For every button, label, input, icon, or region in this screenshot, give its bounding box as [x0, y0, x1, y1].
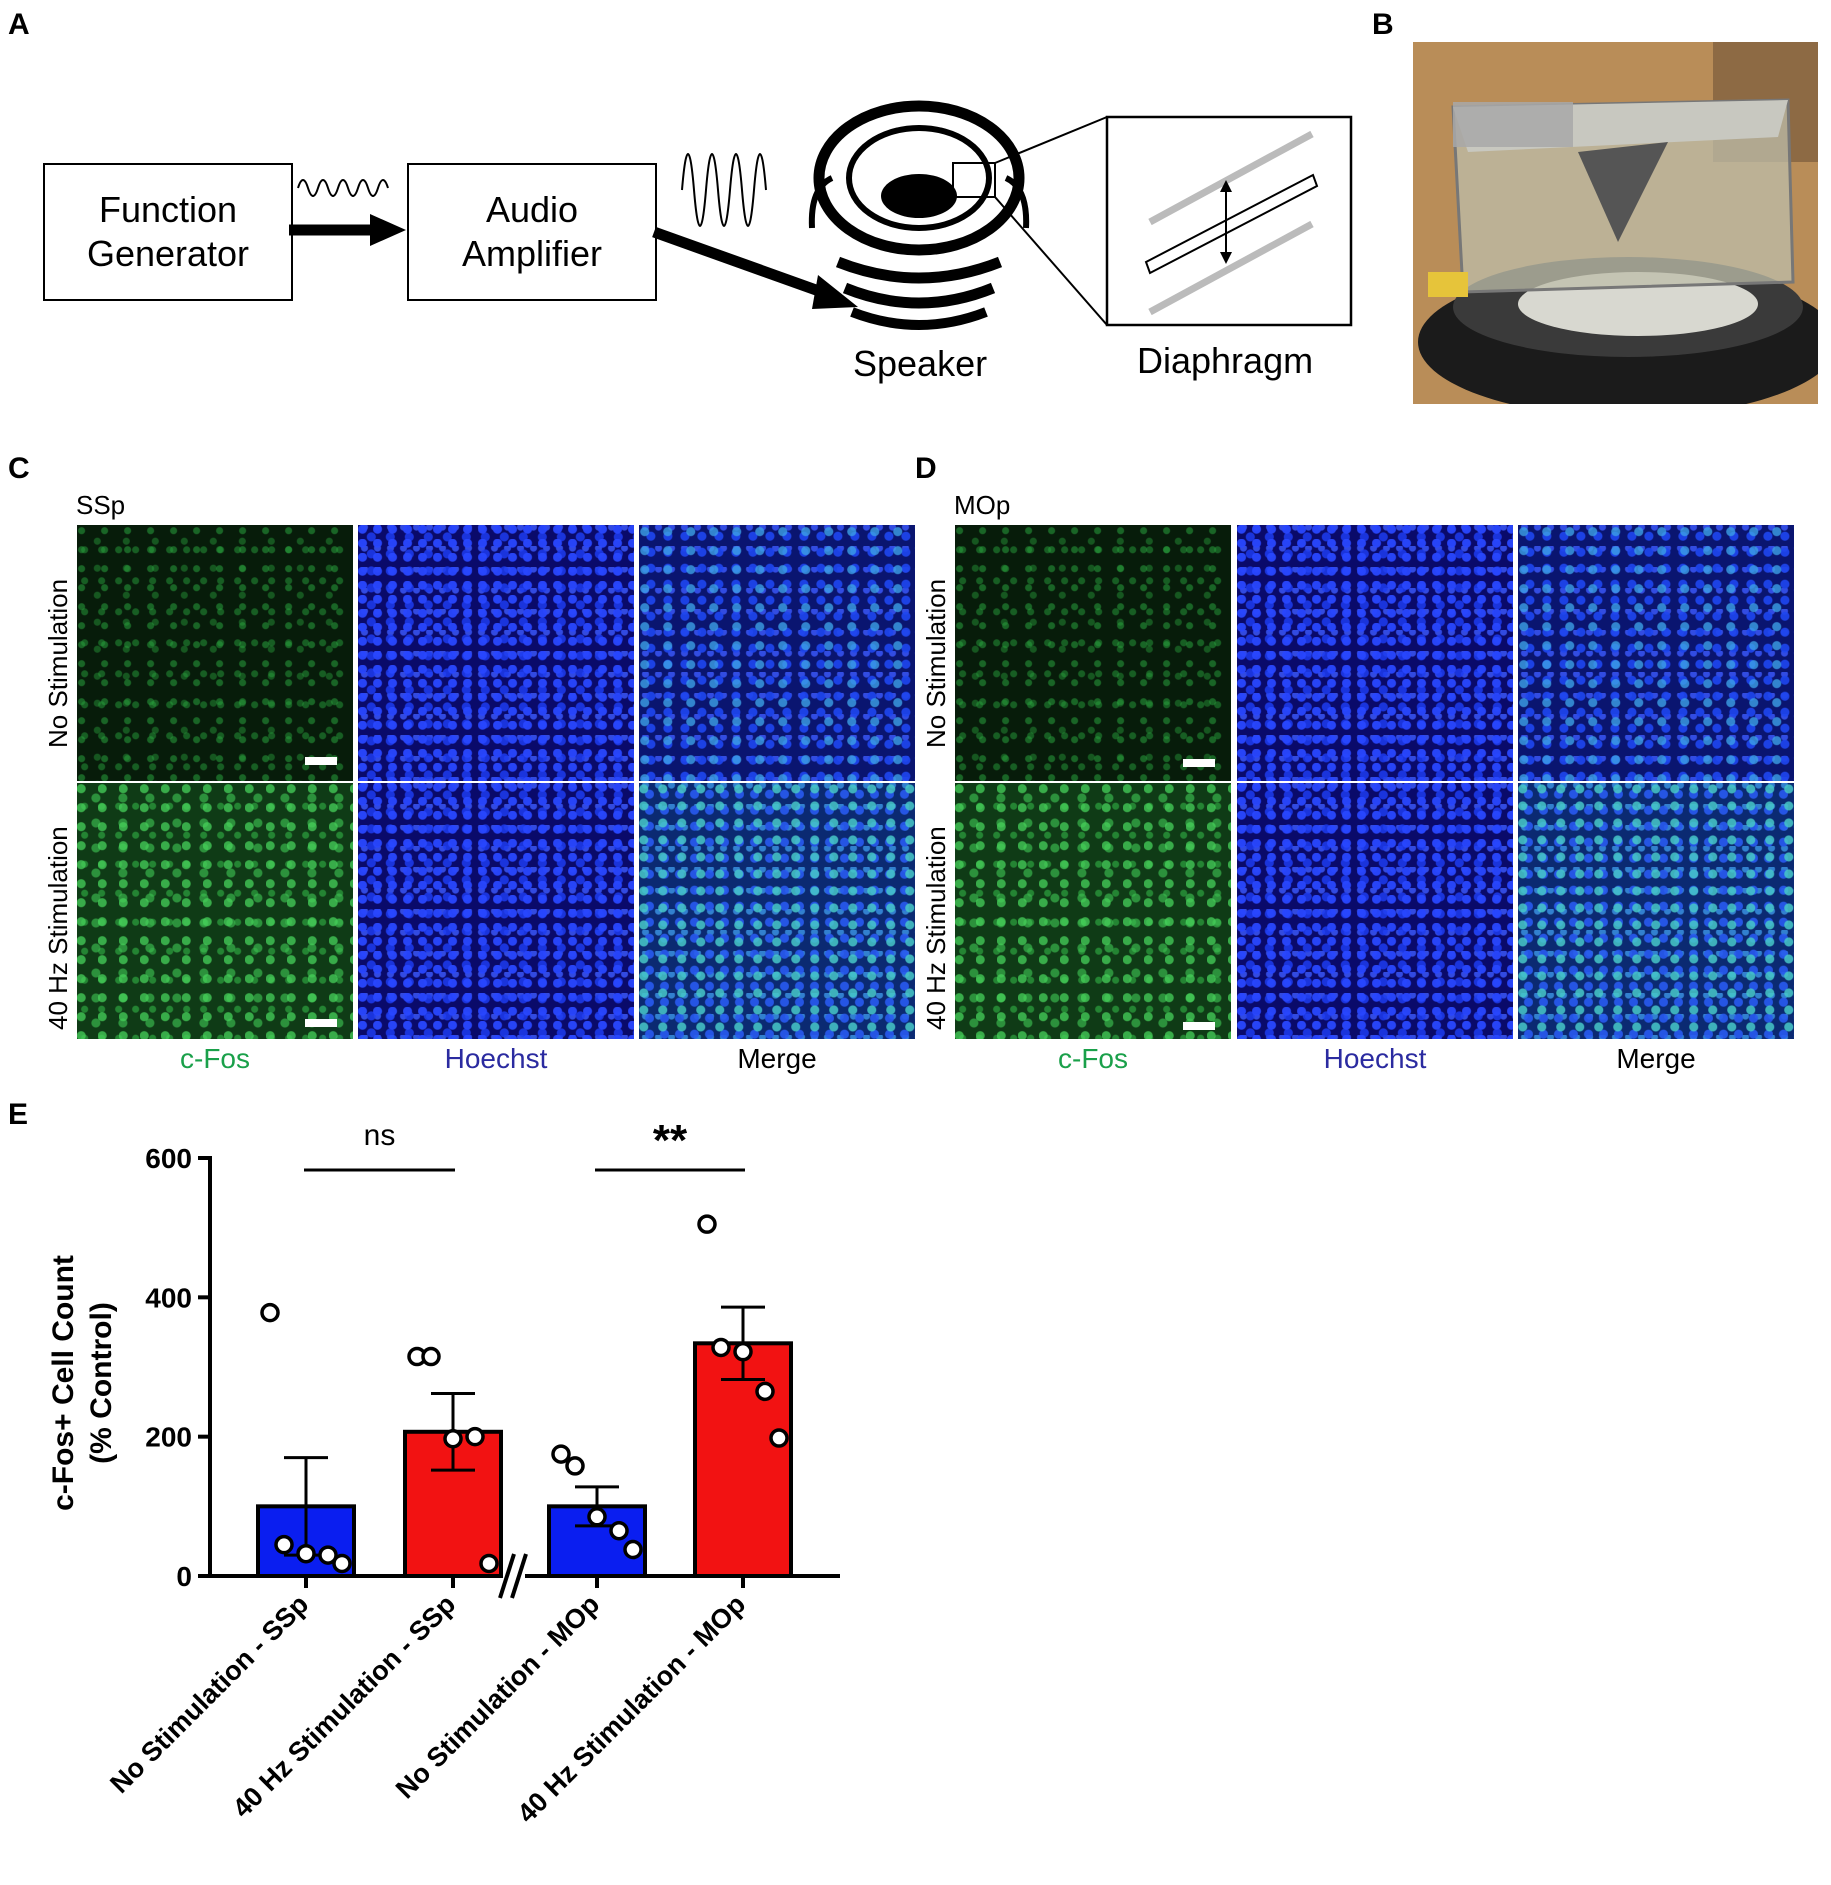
ssp-40hz-hoechst-image: [358, 783, 634, 1039]
data-point: [697, 1214, 717, 1234]
y-tick-label: 0: [176, 1561, 192, 1592]
panel-d-col-hoechst: Hoechst: [1323, 1043, 1427, 1074]
data-point: [755, 1381, 775, 1402]
panel-c-col-cfos: c-Fos: [180, 1043, 250, 1074]
data-point: [443, 1429, 463, 1449]
panel-c-col-hoechst: Hoechst: [444, 1043, 548, 1074]
audio-amplifier-box: Audio Amplifier: [407, 163, 657, 301]
mop-no-stim-hoechst-image: [1237, 525, 1513, 781]
ssp-40hz-cfos-image: [77, 783, 353, 1039]
data-point: [623, 1539, 643, 1560]
data-point: [260, 1302, 280, 1323]
scale-bar: [305, 757, 337, 765]
axis-break-mark: [498, 1553, 516, 1599]
panel-d-col-cfos: c-Fos: [1058, 1043, 1128, 1074]
function-generator-line2: Generator: [86, 233, 250, 274]
function-generator-line1: Function: [98, 189, 238, 230]
data-point: [551, 1444, 571, 1464]
ssp-no-stim-merge-image: [639, 525, 915, 781]
error-bars: [284, 1305, 765, 1557]
scale-bar: [1183, 759, 1215, 767]
data-point: [465, 1426, 485, 1447]
audio-amplifier-line1: Audio: [485, 189, 579, 230]
arrow-head-2: [812, 275, 858, 309]
panel-letter-d: D: [915, 452, 937, 485]
data-point: [421, 1346, 441, 1367]
data-point: [332, 1553, 352, 1574]
panel-d-row-label-40hz: 40 Hz Stimulation: [921, 826, 951, 1030]
speaker-label: Speaker: [853, 343, 988, 384]
diaphragm-label: Diaphragm: [1137, 340, 1314, 381]
input-waveform: [297, 179, 389, 197]
signal-chain-diagram: [289, 100, 1353, 330]
panel-letter-c: C: [8, 452, 30, 485]
y-tick-label: 200: [145, 1422, 192, 1453]
data-point: [274, 1534, 294, 1555]
y-axis-label-line2: (% Control): [85, 1302, 118, 1464]
axis-break-mark: [510, 1553, 528, 1599]
ssp-40hz-merge-image: [639, 783, 915, 1039]
panel-c-row-label-40hz: 40 Hz Stimulation: [43, 826, 73, 1030]
mop-40hz-hoechst-image: [1237, 783, 1513, 1039]
data-point: [296, 1543, 316, 1564]
y-tick-label: 600: [145, 1143, 192, 1174]
panel-letter-e: E: [8, 1098, 29, 1131]
zoom-region-box: [952, 162, 996, 198]
panel-c-col-merge: Merge: [737, 1043, 817, 1074]
amplified-waveform: [681, 153, 767, 227]
mop-no-stim-cfos-image: [955, 525, 1231, 781]
data-point: [318, 1545, 338, 1565]
audio-amplifier-line2: Amplifier: [461, 233, 603, 274]
arrow-amplifier-to-speaker: [652, 226, 832, 301]
data-point: [711, 1337, 731, 1358]
diaphragm-membrane: [1144, 173, 1319, 275]
y-tick-label: 400: [145, 1282, 192, 1313]
ssp-no-stim-hoechst-image: [358, 525, 634, 781]
panel-c-region-label: SSp: [76, 490, 126, 520]
mop-40hz-merge-image: [1518, 783, 1794, 1039]
significance-label: **: [653, 1116, 688, 1165]
y-axis: 0 200 400 600: [145, 1143, 840, 1599]
data-point: [769, 1428, 789, 1448]
arrow-head-1: [370, 214, 406, 246]
data-point: [609, 1520, 629, 1541]
panel-c-row-label-no-stim: No Stimulation: [43, 578, 73, 748]
mop-no-stim-merge-image: [1518, 525, 1794, 781]
mop-40hz-cfos-image: [955, 783, 1231, 1039]
data-point: [587, 1507, 607, 1527]
apparatus-photo-drawing: [1413, 42, 1818, 404]
panel-letter-a: A: [8, 8, 30, 41]
data-points: [260, 1214, 789, 1574]
significance-label: ns: [364, 1119, 396, 1152]
apparatus-photo: [1413, 42, 1818, 404]
scale-bar: [305, 1019, 337, 1027]
significance-annotations: ns **: [304, 1116, 745, 1172]
panel-letter-b: B: [1372, 8, 1394, 41]
bars: [256, 1341, 793, 1579]
speaker-icon: [808, 100, 1030, 330]
data-point: [733, 1341, 753, 1362]
panel-d-col-merge: Merge: [1616, 1043, 1696, 1074]
ssp-no-stim-cfos-image: [77, 525, 353, 781]
data-point: [565, 1456, 585, 1476]
data-point: [479, 1553, 499, 1574]
panel-d-region-label: MOp: [954, 490, 1011, 520]
y-axis-label-line1: c-Fos+ Cell Count: [47, 1255, 80, 1511]
panel-d-row-label-no-stim: No Stimulation: [921, 578, 951, 748]
function-generator-box: Function Generator: [43, 163, 293, 301]
scale-bar: [1183, 1022, 1215, 1030]
